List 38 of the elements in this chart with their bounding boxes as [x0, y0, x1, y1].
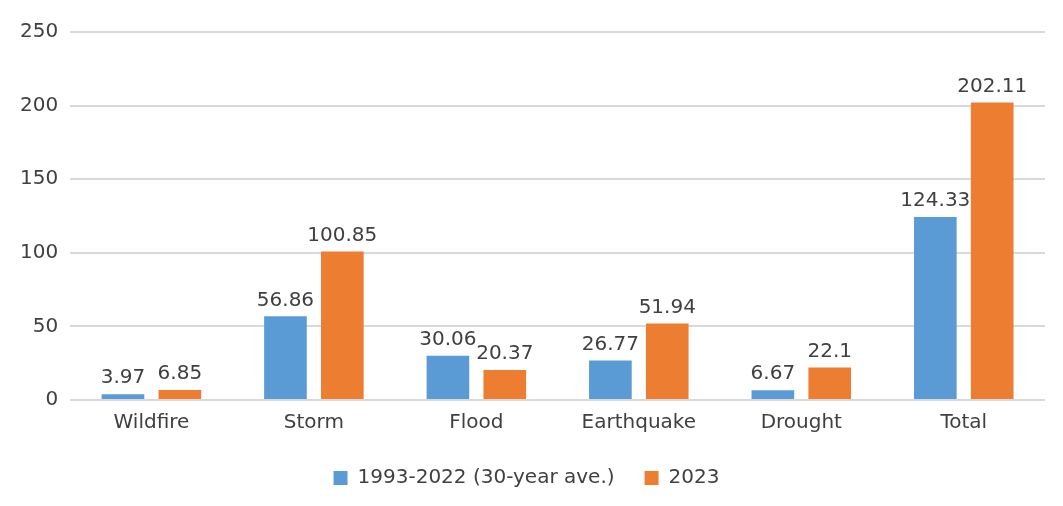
- data-label: 26.77: [581, 330, 640, 355]
- data-label: 22.1: [807, 337, 852, 362]
- bar: [808, 367, 852, 399]
- data-label: 124.33: [900, 187, 971, 212]
- data-label: 30.06: [419, 325, 477, 350]
- data-label: 51.94: [638, 293, 696, 318]
- legend-label: 2023: [668, 464, 720, 489]
- bar: [589, 360, 632, 399]
- data-label: 6.67: [750, 360, 796, 385]
- data-label: 6.85: [157, 360, 203, 385]
- x-tick-label: Wildfire: [113, 409, 190, 434]
- bar: [751, 390, 795, 399]
- y-tick-label: 200: [19, 91, 59, 116]
- bar: [483, 370, 527, 399]
- y-tick-label: 100: [19, 239, 59, 263]
- bar: [426, 355, 470, 399]
- bar: [914, 216, 957, 399]
- y-tick-label: 150: [19, 165, 59, 190]
- bar: [320, 251, 364, 399]
- data-label: 3.97: [100, 364, 146, 389]
- data-label: 56.86: [256, 286, 315, 311]
- x-tick-label: Earthquake: [581, 409, 697, 434]
- bar: [645, 323, 689, 399]
- bar: [970, 102, 1014, 399]
- x-tick-label: Total: [939, 409, 988, 434]
- x-tick-label: Storm: [283, 409, 344, 434]
- bar: [101, 394, 145, 399]
- data-label: 100.85: [307, 221, 378, 246]
- y-tick-label: 0: [45, 386, 59, 411]
- y-tick-label: 250: [19, 18, 59, 43]
- legend-label: 1993-2022 (30-year ave.): [357, 464, 615, 489]
- x-tick-label: Drought: [760, 409, 843, 434]
- data-label: 20.37: [476, 340, 534, 365]
- x-tick-label: Flood: [449, 409, 504, 434]
- bar: [158, 389, 202, 399]
- y-tick-label: 50: [32, 312, 59, 337]
- bar: [264, 316, 307, 399]
- data-label: 202.11: [957, 72, 1028, 97]
